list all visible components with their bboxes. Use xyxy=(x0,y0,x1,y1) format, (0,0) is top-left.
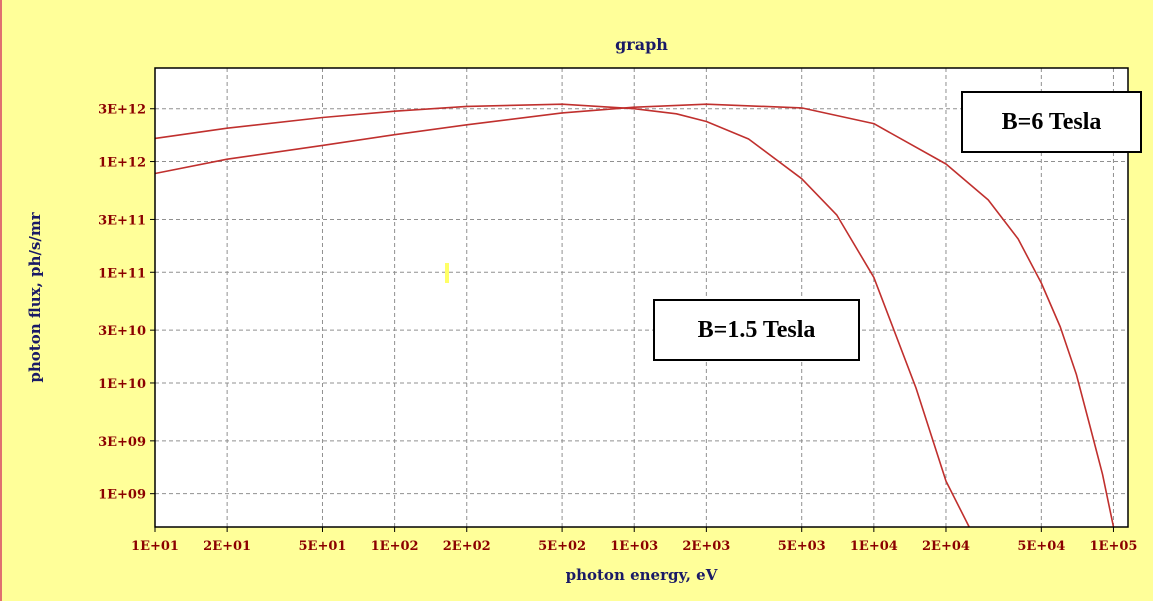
cursor-marker xyxy=(445,263,449,283)
left-border xyxy=(0,0,2,601)
y-tick-label: 1E+11 xyxy=(98,266,146,281)
chart-title: graph xyxy=(615,35,668,54)
y-axis-title: photon flux, ph/s/mr xyxy=(26,211,44,382)
y-tick-label: 3E+12 xyxy=(98,103,146,118)
annotation-b6-tesla: B=6 Tesla xyxy=(961,91,1142,153)
x-tick-label: 1E+03 xyxy=(610,539,658,554)
series-layer xyxy=(154,103,1115,528)
y-tick-label: 1E+12 xyxy=(98,156,146,171)
x-tick-label: 1E+05 xyxy=(1089,539,1137,554)
x-tick-label: 5E+04 xyxy=(1017,539,1065,554)
y-tick-label: 1E+09 xyxy=(98,488,146,503)
x-tick-label: 2E+04 xyxy=(922,539,970,554)
y-tick-label: 3E+10 xyxy=(98,324,146,339)
x-axis-title: photon energy, eV xyxy=(566,566,718,584)
x-tick-label: 1E+01 xyxy=(131,539,179,554)
x-tick-label: 1E+04 xyxy=(850,539,898,554)
y-tick-label: 1E+10 xyxy=(98,377,146,392)
x-tick-label: 5E+01 xyxy=(299,539,347,554)
y-tick-label: 3E+09 xyxy=(98,435,146,450)
series-line-2 xyxy=(154,103,1115,528)
x-tick-label: 1E+02 xyxy=(371,539,419,554)
x-tick-label: 2E+01 xyxy=(203,539,251,554)
x-tick-label: 2E+02 xyxy=(443,539,491,554)
tick-labels: 1E+01 2E+01 5E+01 1E+02 2E+02 5E+02 1E+03 2E+03… xyxy=(98,103,1137,554)
x-tick-label: 5E+02 xyxy=(538,539,586,554)
annotation-b15-tesla: B=1.5 Tesla xyxy=(653,299,860,361)
x-tick-label: 5E+03 xyxy=(778,539,826,554)
y-tick-label: 3E+11 xyxy=(98,213,146,228)
grid xyxy=(155,68,1128,527)
plot-border xyxy=(154,67,1129,528)
series-line-1 xyxy=(154,103,970,528)
x-tick-label: 2E+03 xyxy=(682,539,730,554)
